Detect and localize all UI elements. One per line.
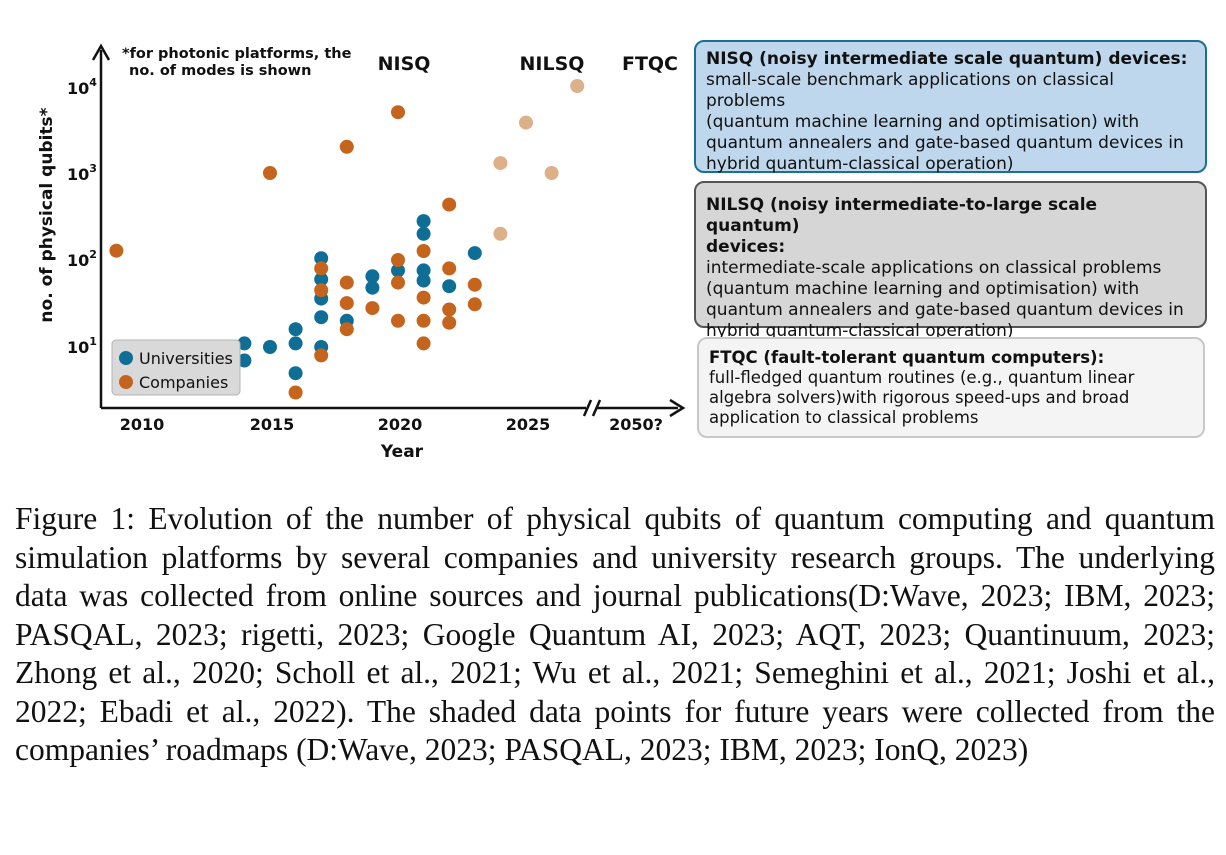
axis-break-mark bbox=[591, 399, 602, 417]
data-point-companies bbox=[314, 348, 329, 363]
ftqc-line: full-fledged quantum routines (e.g., qua… bbox=[709, 368, 1135, 387]
data-point-companies bbox=[365, 301, 380, 316]
data-point-universities bbox=[391, 263, 405, 278]
nisq-line: hybrid quantum-classical operation) bbox=[706, 154, 1014, 174]
data-point-roadmaps bbox=[570, 79, 585, 93]
data-point-universities bbox=[467, 246, 482, 261]
y-tick-label: 102 bbox=[67, 248, 97, 270]
era-label-nisq: NISQ bbox=[378, 53, 431, 75]
data-point-universities bbox=[288, 336, 303, 351]
x-tick-label: 2010 bbox=[120, 415, 165, 434]
data-point-companies bbox=[391, 313, 405, 328]
y-axis-arrow bbox=[91, 43, 111, 61]
qubits-scatter-chart: 2010 2015 2020 2025 2050? Year 101 102 1… bbox=[37, 43, 686, 462]
nisq-heading: NISQ (noisy intermediate scale quantum) … bbox=[706, 49, 1188, 69]
data-point-companies bbox=[339, 275, 354, 290]
data-point-companies bbox=[339, 322, 354, 337]
data-point-companies bbox=[263, 166, 277, 180]
nilsq-line: quantum annealers and gate-based quantum… bbox=[706, 300, 1184, 320]
nilsq-heading: devices: bbox=[706, 237, 786, 257]
nisq-line: small-scale benchmark applications on cl… bbox=[706, 70, 1115, 111]
data-point-companies bbox=[442, 261, 457, 276]
nisq-line: (quantum machine learning and optimisati… bbox=[706, 112, 1140, 132]
data-point-roadmaps bbox=[493, 156, 508, 171]
x-tick-label: 2015 bbox=[250, 415, 295, 434]
data-point-companies bbox=[391, 253, 405, 267]
data-point-companies bbox=[416, 313, 431, 328]
nisq-description-box: NISQ (noisy intermediate scale quantum) … bbox=[694, 40, 1207, 174]
data-point-universities bbox=[365, 269, 380, 284]
data-point-universities bbox=[442, 279, 457, 294]
ftqc-line: application to classical problems bbox=[709, 408, 979, 427]
data-point-companies bbox=[442, 315, 457, 330]
data-point-roadmaps bbox=[519, 115, 533, 130]
data-point-universities bbox=[314, 272, 329, 287]
nilsq-line: hybrid quantum-classical operation) bbox=[706, 321, 1014, 341]
data-point-companies bbox=[391, 275, 405, 290]
nilsq-heading: NILSQ (noisy intermediate-to-large scale… bbox=[706, 195, 1098, 236]
ftqc-description-box: FTQC (fault-tolerant quantum computers):… bbox=[697, 337, 1205, 438]
x-axis-arrow bbox=[669, 398, 686, 418]
data-point-companies bbox=[467, 297, 482, 312]
x-axis-label: Year bbox=[380, 442, 424, 462]
data-point-companies bbox=[442, 302, 457, 317]
data-point-universities bbox=[416, 273, 431, 288]
data-point-universities bbox=[416, 226, 431, 241]
photonic-note: *for photonic platforms, the bbox=[122, 46, 352, 62]
data-point-companies bbox=[314, 261, 329, 276]
x-tick-label: 2020 bbox=[378, 415, 423, 434]
data-point-universities bbox=[416, 214, 431, 229]
nisq-line: quantum annealers and gate-based quantum… bbox=[706, 133, 1184, 153]
data-point-universities bbox=[416, 263, 431, 278]
data-point-companies bbox=[109, 243, 124, 258]
ftqc-line: algebra solvers)with rigorous speed-ups … bbox=[709, 388, 1130, 407]
data-point-roadmaps bbox=[544, 166, 559, 180]
y-axis-label: no. of physical qubits* bbox=[37, 107, 57, 322]
y-tick-label: 101 bbox=[67, 335, 97, 357]
data-point-companies bbox=[288, 385, 303, 400]
data-point-universities bbox=[314, 310, 329, 325]
era-label-nilsq: NILSQ bbox=[520, 53, 585, 75]
data-point-universities bbox=[288, 322, 303, 337]
nilsq-description-box: NILSQ (noisy intermediate-to-large scale… bbox=[694, 181, 1207, 341]
axis-break-mark bbox=[582, 399, 593, 417]
y-tick-label: 103 bbox=[67, 162, 97, 184]
data-point-universities bbox=[365, 280, 380, 295]
photonic-note: no. of modes is shown bbox=[129, 63, 311, 79]
era-label-ftqc: FTQC bbox=[622, 53, 678, 75]
data-point-universities bbox=[237, 353, 252, 368]
data-point-companies bbox=[416, 336, 431, 351]
data-point-universities bbox=[263, 340, 277, 354]
figure-caption: Figure 1: Evolution of the number of phy… bbox=[15, 501, 1215, 767]
legend-box bbox=[111, 339, 241, 396]
nilsq-line: (quantum machine learning and optimisati… bbox=[706, 279, 1140, 299]
data-point-companies bbox=[339, 296, 354, 311]
x-tick-label: 2025 bbox=[506, 415, 551, 434]
data-point-companies bbox=[416, 290, 431, 305]
data-point-companies bbox=[442, 197, 457, 212]
y-tick-label: 104 bbox=[67, 76, 97, 98]
legend-marker-universities bbox=[119, 351, 133, 365]
x-tick-label: 2050? bbox=[609, 415, 663, 434]
data-point-companies bbox=[339, 139, 354, 154]
data-point-companies bbox=[467, 277, 482, 292]
data-point-universities bbox=[288, 366, 303, 381]
data-points bbox=[109, 79, 585, 400]
data-point-roadmaps bbox=[493, 226, 508, 241]
data-point-companies bbox=[416, 244, 431, 258]
data-point-companies bbox=[391, 105, 405, 120]
legend-label-companies: Companies bbox=[139, 373, 228, 392]
data-point-companies bbox=[314, 283, 329, 298]
data-point-universities bbox=[237, 336, 252, 351]
ftqc-heading: FTQC (fault-tolerant quantum computers): bbox=[709, 348, 1105, 367]
legend-marker-companies bbox=[119, 375, 133, 389]
legend: Universities Companies bbox=[111, 339, 241, 396]
legend-label-universities: Universities bbox=[139, 349, 233, 368]
nilsq-line: intermediate-scale applications on class… bbox=[706, 258, 1162, 278]
data-point-universities bbox=[314, 251, 329, 266]
